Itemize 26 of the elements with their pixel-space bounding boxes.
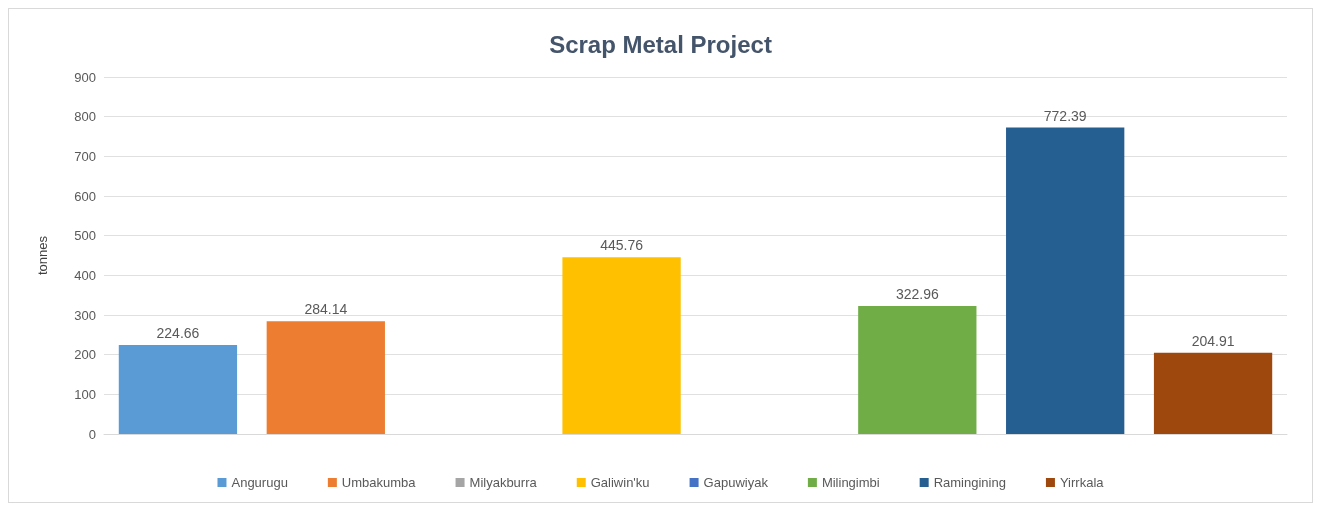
y-tick-label: 800 [74, 109, 96, 125]
legend-label: Galiwin'ku [590, 475, 650, 490]
y-tick-label: 900 [74, 69, 96, 85]
y-axis-title: tonnes [35, 235, 50, 276]
data-label: 204.91 [1191, 332, 1235, 349]
y-tick-label: 400 [74, 267, 96, 283]
legend-label: Milingimbi [821, 475, 880, 490]
data-label: 284.14 [304, 301, 348, 318]
data-label: 322.96 [895, 285, 939, 302]
legend-label: Ramingining [933, 475, 1006, 490]
y-tick-label: 100 [74, 386, 96, 402]
y-tick-label: 500 [74, 228, 96, 244]
y-tick-label: 0 [88, 426, 96, 442]
data-label: 224.66 [156, 324, 200, 341]
data-label: 445.76 [600, 237, 644, 254]
chart-title: Scrap Metal Project [549, 30, 772, 58]
legend-label: Yirrkala [1059, 475, 1105, 490]
legend-label: Umbakumba [341, 475, 417, 490]
y-tick-label: 200 [74, 347, 96, 363]
data-label: 772.39 [1043, 107, 1087, 124]
legend-label: Angurugu [231, 475, 288, 490]
y-tick-label: 700 [74, 148, 96, 164]
y-tick-label: 600 [74, 188, 96, 204]
legend-label: Gapuwiyak [703, 475, 769, 490]
legend-label: Milyakburra [469, 475, 538, 490]
y-tick-label: 300 [74, 307, 96, 323]
